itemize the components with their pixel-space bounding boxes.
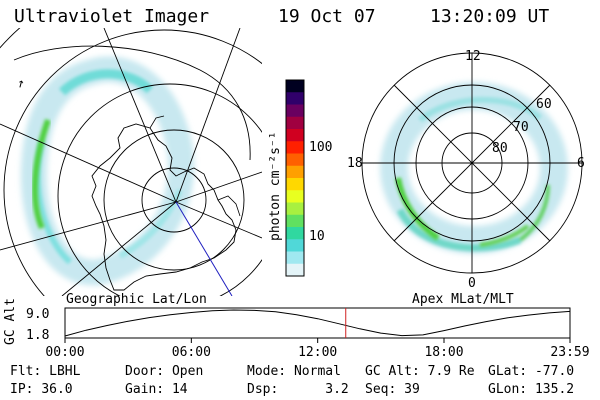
earth-limb — [13, 45, 251, 161]
polar-aurora-green — [395, 177, 530, 247]
colorbar-swatch — [286, 104, 304, 118]
left-map-caption: Geographic Lat/Lon — [66, 292, 207, 307]
aurora-oval-haze — [20, 56, 195, 286]
observation-date: 19 Oct 07 — [278, 6, 376, 27]
dsp-info: Dsp: 3.2 — [247, 382, 349, 397]
mlat-label-60: 60 — [536, 97, 552, 112]
ip-info: IP: 36.0 — [10, 382, 73, 397]
mlt-label-0: 0 — [468, 276, 476, 291]
app-title: Ultraviolet Imager — [14, 6, 210, 27]
geographic-map — [0, 28, 262, 296]
colorbar-swatch — [286, 214, 304, 228]
colorbar-swatch — [286, 178, 304, 191]
colorbar-swatch — [286, 251, 304, 265]
x-tick-label: 00:00 — [45, 345, 84, 360]
gain-info: Gain: 14 — [125, 382, 188, 397]
colorbar-unit-label: photon cm⁻²s⁻¹ — [268, 131, 283, 241]
colorbar-swatch — [286, 263, 304, 277]
colorbar-swatch — [286, 129, 304, 142]
x-tick-label: 18:00 — [424, 345, 463, 360]
mlt-label-6: 6 — [577, 156, 585, 171]
polar-aurora-cyan — [396, 96, 550, 252]
colorbar-swatch — [286, 190, 304, 203]
plot-frame — [64, 307, 571, 339]
glon-info: GLon: 135.2 — [488, 382, 575, 397]
colorbar-frame — [285, 79, 305, 277]
colorbar-swatch — [286, 141, 304, 154]
colorbar-swatch — [286, 165, 304, 179]
latitude-circles — [0, 28, 262, 296]
x-tick-label: 06:00 — [172, 345, 211, 360]
colorbar-swatch — [286, 153, 304, 167]
colorbar-swatch — [286, 116, 304, 130]
longitude-lines — [0, 28, 262, 296]
mlat-label-80: 80 — [492, 141, 508, 156]
x-tick-label: 23:59 — [550, 345, 589, 360]
mlt-label-12: 12 — [465, 49, 481, 64]
mode-info: Mode: Normal — [247, 364, 341, 379]
colorbar-tick-10: 10 — [309, 229, 325, 244]
aurora-oval-green — [31, 119, 51, 230]
filter-info: Flt: LBHL — [10, 364, 81, 379]
polar-map: 12 18 6 0 80 70 60 — [347, 49, 585, 291]
sun-meridian — [175, 201, 233, 296]
mlt-label-18: 18 — [347, 156, 363, 171]
colorbar-tick-100: 100 — [309, 140, 332, 155]
orbit-altitude-plot: GC Alt 9.0 1.8 00:00 06:00 12:00 18:00 23:59 — [3, 298, 590, 360]
seq-info: Seq: 39 — [365, 382, 420, 397]
glat-info: GLat: -77.0 — [488, 364, 575, 379]
colorbar-swatch — [286, 92, 304, 105]
colorbar-swatch — [286, 239, 304, 252]
x-ticks: 00:00 06:00 12:00 18:00 23:59 — [45, 338, 590, 360]
antarctica-coastline — [91, 123, 237, 291]
corner-glyph: ↗ — [13, 75, 27, 92]
colorbar-swatch — [286, 80, 304, 93]
colorbar-swatch — [286, 202, 304, 216]
gc-alt-info: GC Alt: 7.9 Re — [365, 364, 475, 379]
y-axis-label: GC Alt — [3, 298, 18, 345]
colorbar-swatch — [286, 227, 304, 240]
door-info: Door: Open — [125, 364, 204, 379]
observation-time: 13:20:09 UT — [430, 6, 550, 27]
y-tick-min: 1.8 — [26, 328, 49, 343]
x-tick-label: 12:00 — [298, 345, 337, 360]
right-map-caption: Apex MLat/MLT — [412, 292, 514, 307]
colorbar — [285, 79, 305, 277]
altitude-series-line — [64, 309, 571, 337]
y-tick-max: 9.0 — [26, 307, 49, 322]
mlat-label-70: 70 — [513, 120, 529, 135]
